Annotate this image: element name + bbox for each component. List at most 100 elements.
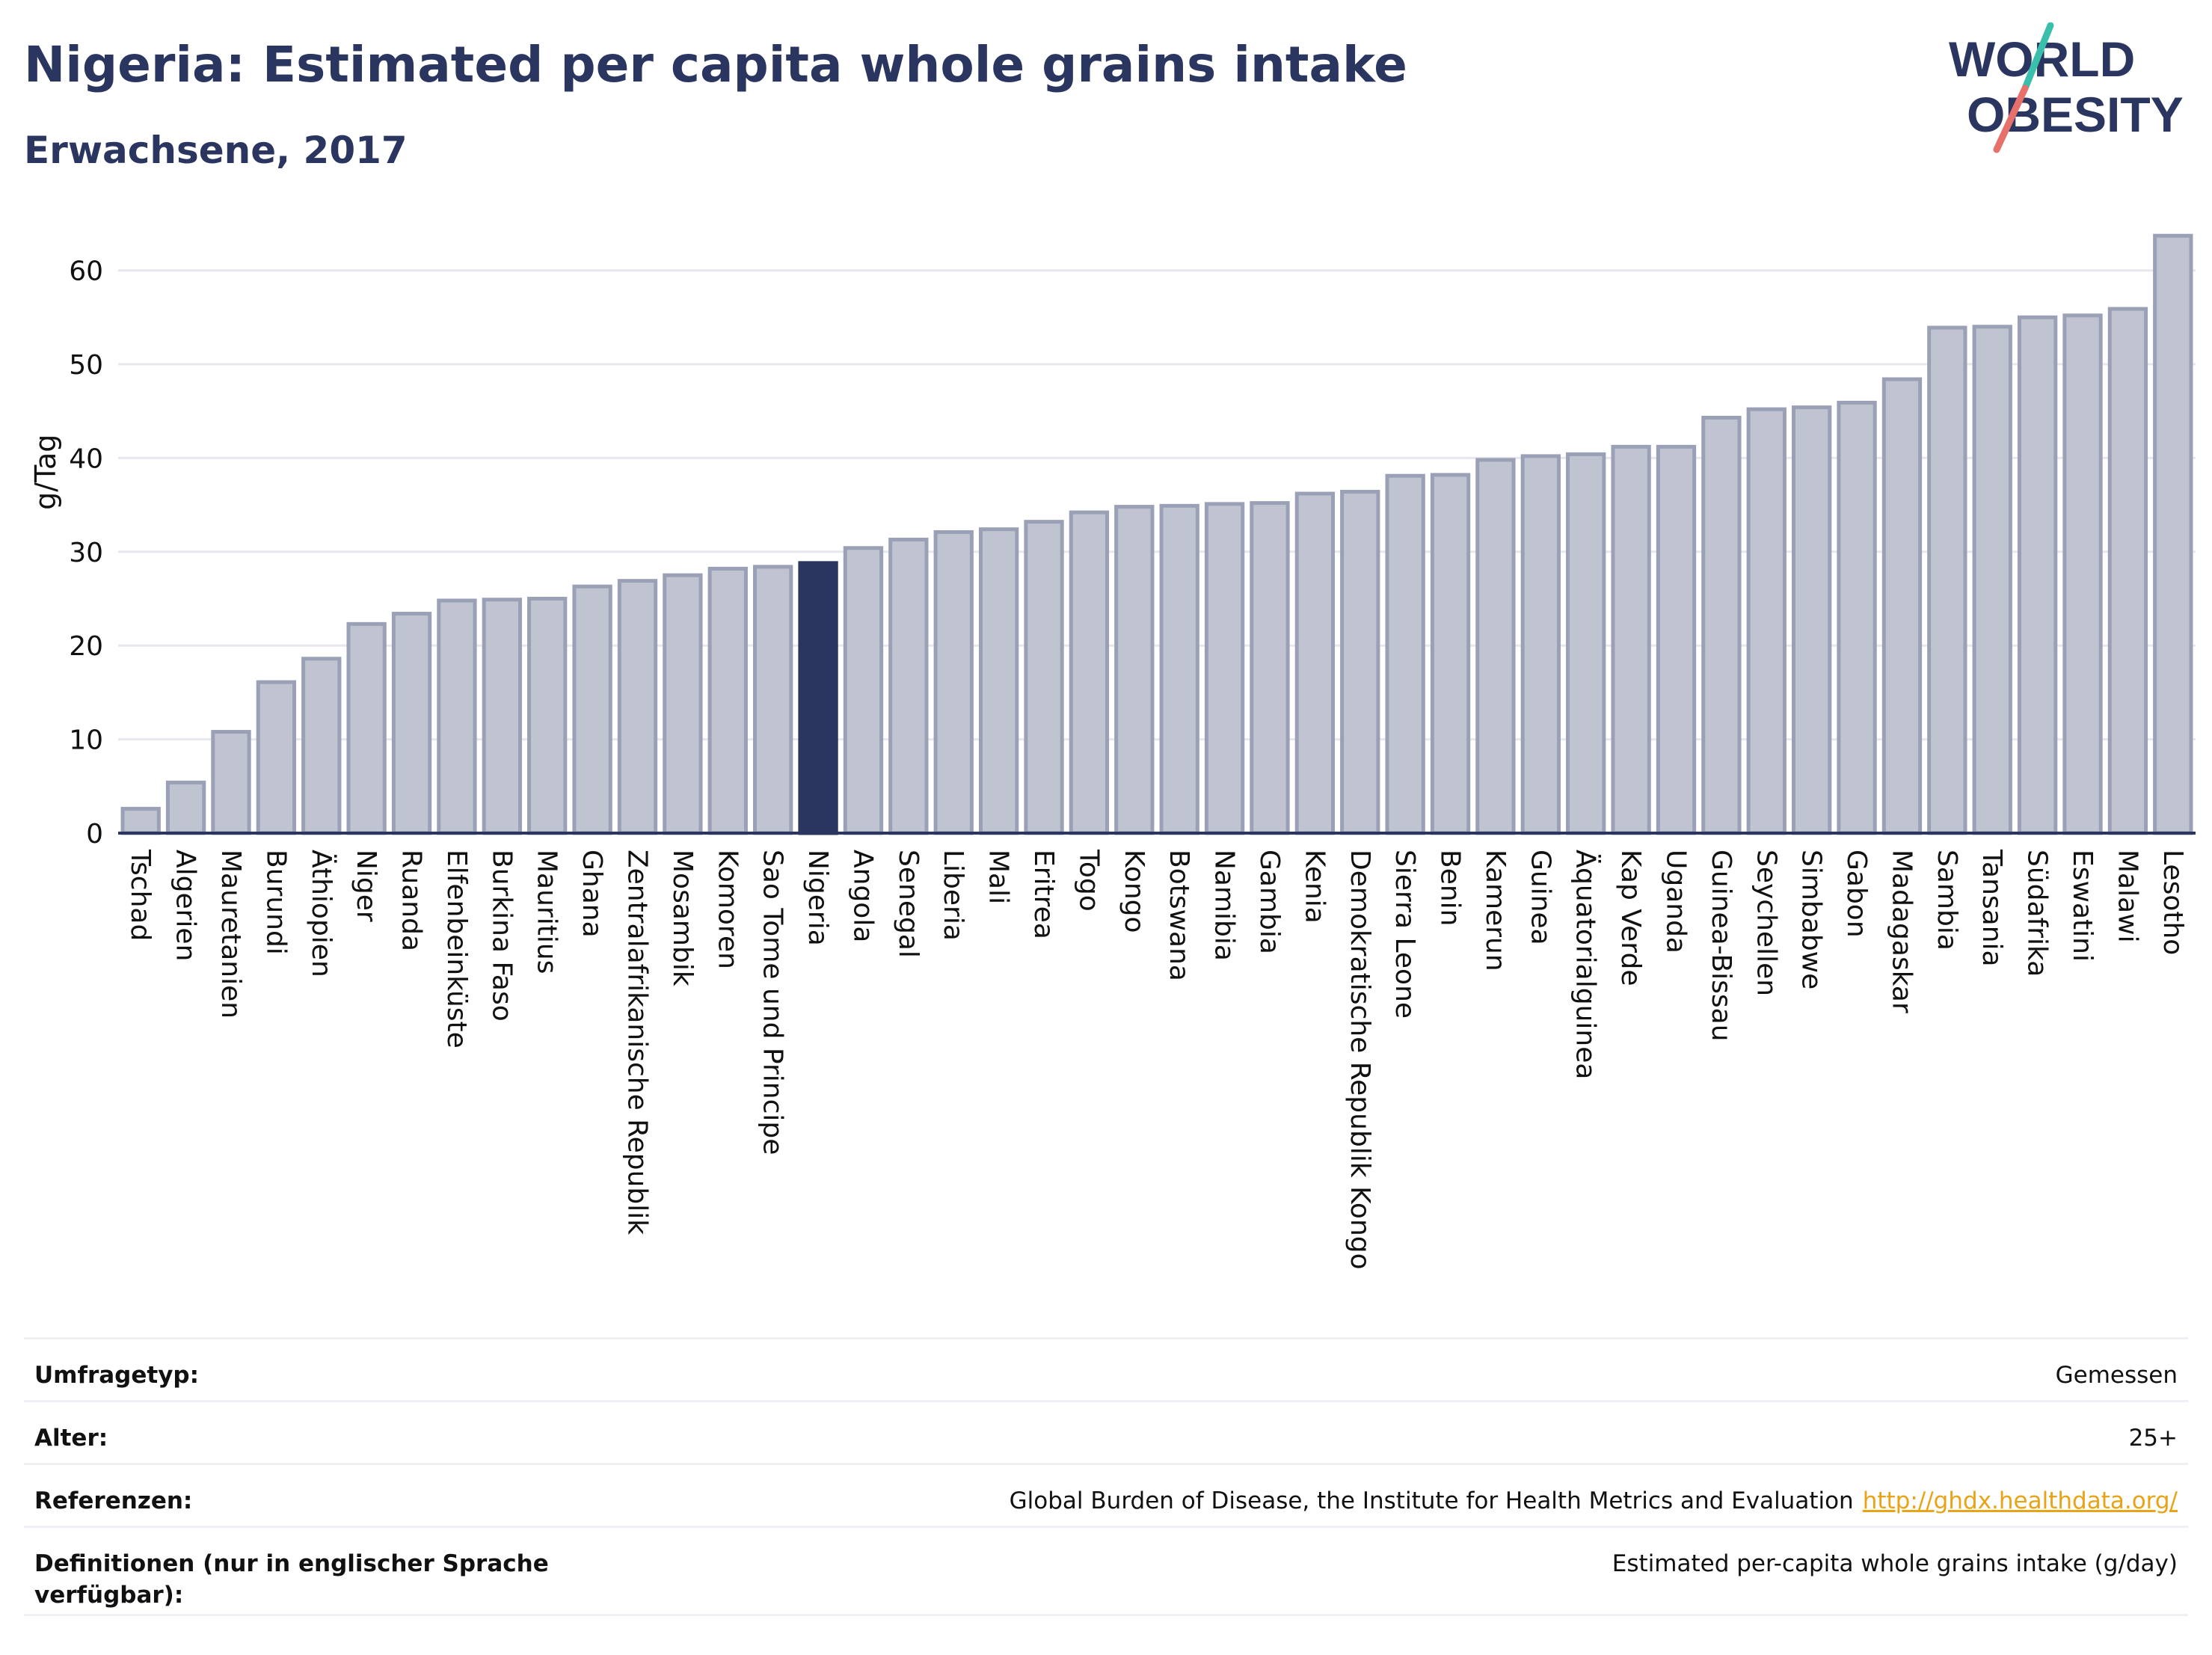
- reference-link[interactable]: http://ghdx.healthdata.org/: [1862, 1487, 2178, 1514]
- bar-ruanda: [391, 612, 432, 835]
- x-tick-label: Kenia: [1299, 850, 1330, 924]
- x-tick-label: Kongo: [1119, 850, 1149, 933]
- x-tick-label: Madagaskar: [1886, 850, 1917, 1013]
- bar-lesotho: [2153, 233, 2193, 835]
- x-tick-label: Niger: [351, 850, 381, 922]
- bar-gambia: [1250, 501, 1290, 835]
- bar-komoren: [707, 566, 748, 835]
- x-tick-label: Tschad: [125, 849, 156, 941]
- bar-äquatorialguinea: [1566, 452, 1606, 835]
- bar-burkina-faso: [482, 598, 522, 835]
- logo-slash-teal: [2021, 22, 2054, 92]
- bar-sao-tome-und-principe: [753, 565, 793, 835]
- x-tick-label: Kamerun: [1480, 850, 1511, 971]
- x-tick-label: Elfenbeinküste: [441, 850, 472, 1048]
- metadata-value: Global Burden of Disease, the Institute …: [1010, 1486, 2178, 1517]
- x-tick-label: Gabon: [1841, 850, 1872, 938]
- bar-kap-verde: [1611, 444, 1651, 835]
- x-tick-label: Äthiopien: [306, 850, 337, 977]
- y-tick-label: 40: [69, 443, 103, 474]
- x-tick-label: Mauretanien: [215, 850, 246, 1019]
- x-tick-label: Seychellen: [1751, 850, 1781, 996]
- bar-burundi: [256, 680, 297, 835]
- world-obesity-logo: WORLD OBESITY: [1949, 22, 2184, 153]
- x-tick-label: Sambia: [1932, 850, 1962, 951]
- bar-guinea-bissau: [1701, 415, 1742, 835]
- metadata-row: Definitionen (nur in englischer Sprache …: [24, 1528, 2188, 1616]
- bar-angola: [843, 546, 884, 835]
- x-tick-label: Äquatorialguinea: [1570, 850, 1602, 1079]
- bars: [120, 233, 2193, 835]
- y-tick-label: 30: [69, 538, 103, 568]
- x-tick-label: Kap Verde: [1615, 850, 1646, 986]
- x-tick-label: Mauritius: [532, 850, 562, 974]
- bar-chart: 0 10 20 30 40 50 60 Tschad Algerien Mauretanien B…: [29, 233, 2196, 1270]
- bar-tansania: [1972, 325, 2012, 835]
- bar-liberia: [933, 529, 974, 835]
- x-tick-label: Zentralafrikanische Republik: [622, 850, 653, 1235]
- bar-gabon: [1837, 400, 1877, 835]
- x-tick-label: Benin: [1435, 850, 1466, 926]
- bar-togo: [1069, 510, 1110, 835]
- bar-südafrika: [2017, 315, 2058, 835]
- x-tick-label: Togo: [1073, 849, 1104, 912]
- x-tick-label: Südafrika: [2022, 850, 2053, 977]
- x-tick-label: Uganda: [1661, 850, 1692, 954]
- bar-tschad: [120, 806, 161, 835]
- logo-slash-coral: [1993, 85, 2029, 153]
- metadata-value-text: Estimated per-capita whole grains intake…: [1612, 1550, 2178, 1577]
- bar-kenia: [1294, 491, 1336, 835]
- metadata-value: 25+: [2129, 1423, 2178, 1455]
- x-tick-label: Ruanda: [396, 850, 427, 951]
- x-tick-label: Gambia: [1254, 850, 1285, 954]
- bar-sambia: [1927, 325, 1967, 835]
- bar-malawi: [2107, 307, 2148, 835]
- bar-kamerun: [1475, 458, 1516, 835]
- x-tick-label: Guinea-Bissau: [1706, 850, 1736, 1042]
- bar-ghana: [572, 584, 612, 835]
- bar-mali: [978, 527, 1019, 835]
- x-tick-label: Liberia: [938, 850, 968, 941]
- bar-zentralafrikanische-republik: [617, 579, 658, 835]
- bar-äthiopien: [301, 657, 342, 835]
- bar-eritrea: [1024, 520, 1064, 835]
- x-tick-label: Burkina Faso: [486, 850, 517, 1022]
- bar-nigeria: [798, 561, 838, 835]
- metadata-value-text: 25+: [2128, 1425, 2178, 1452]
- y-axis-label: g/Tag: [29, 435, 62, 510]
- metadata-row: Umfragetyp: Gemessen: [24, 1339, 2188, 1402]
- x-tick-label: Mosambik: [667, 850, 698, 986]
- metadata-label: Referenzen:: [34, 1487, 193, 1514]
- x-tick-label: Angola: [847, 850, 878, 942]
- bar-eswatini: [2062, 313, 2103, 835]
- metadata-label: Alter:: [34, 1425, 108, 1452]
- bar-guinea: [1520, 454, 1561, 835]
- bar-mauretanien: [211, 730, 251, 835]
- metadata-value-text: Global Burden of Disease, the Institute …: [1009, 1487, 1854, 1514]
- bar-kongo: [1114, 505, 1155, 835]
- bar-senegal: [888, 537, 929, 835]
- bar-mauritius: [527, 597, 568, 835]
- x-tick-label: Senegal: [893, 850, 924, 958]
- x-tick-label: Eswatini: [2067, 850, 2098, 962]
- metadata-label: Definitionen (nur in englischer Sprache …: [34, 1550, 549, 1609]
- x-tick-label: Simbabwe: [1796, 850, 1827, 989]
- x-tick-label: Eritrea: [1028, 850, 1059, 939]
- bar-botswana: [1159, 503, 1199, 835]
- y-tick-label: 0: [86, 819, 103, 850]
- y-tick-label: 60: [69, 257, 103, 287]
- chart-subtitle: Erwachsene, 2017: [24, 129, 408, 172]
- x-tick-label: Tansania: [1976, 849, 2007, 967]
- metadata-value: Estimated per-capita whole grains intake…: [1612, 1549, 2178, 1580]
- metadata-row: Referenzen: Global Burden of Disease, the…: [24, 1465, 2188, 1528]
- bar-sierra-leone: [1385, 473, 1425, 835]
- chart-title: Nigeria: Estimated per capita whole grai…: [24, 36, 1407, 93]
- x-axis-ticks: Tschad Algerien Mauretanien Burundi Äthiopie…: [125, 849, 2188, 1270]
- x-tick-label: Namibia: [1209, 850, 1240, 961]
- y-tick-label: 50: [69, 350, 103, 381]
- metadata-value: Gemessen: [2056, 1360, 2178, 1392]
- x-tick-label: Guinea: [1525, 850, 1555, 945]
- bar-niger: [346, 621, 387, 835]
- bar-demokratische-republik-kongo: [1340, 490, 1380, 835]
- bar-mosambik: [663, 573, 703, 835]
